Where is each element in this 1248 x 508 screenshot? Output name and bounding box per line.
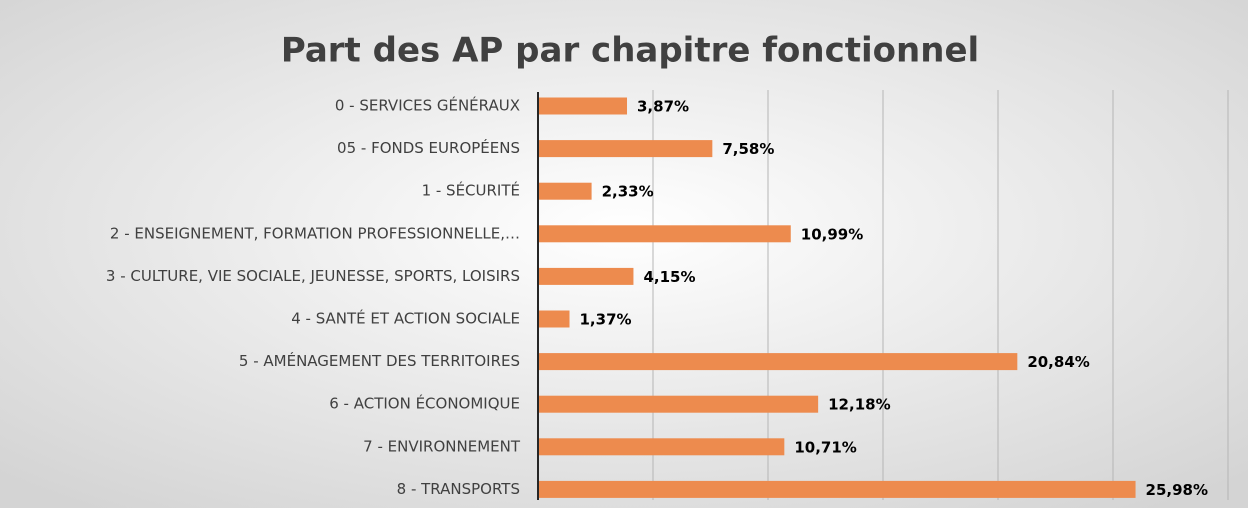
bar — [538, 480, 1136, 498]
data-label: 10,71% — [794, 438, 856, 456]
data-label: 10,99% — [801, 225, 863, 243]
y-tick-label: 6 - ACTION ÉCONOMIQUE — [329, 394, 520, 413]
bar — [538, 395, 819, 413]
y-tick-label: 2 - ENSEIGNEMENT, FORMATION PROFESSIONNE… — [110, 224, 520, 242]
y-tick-label: 5 - AMÉNAGEMENT DES TERRITOIRES — [239, 351, 520, 370]
bar — [538, 438, 785, 456]
bar — [538, 225, 791, 243]
bar — [538, 140, 713, 158]
data-label: 12,18% — [828, 396, 890, 414]
y-tick-label: 05 - FONDS EUROPÉENS — [337, 138, 520, 157]
data-label: 2,33% — [602, 183, 654, 201]
bar — [538, 267, 634, 285]
data-label: 3,87% — [637, 98, 689, 116]
y-tick-label: 1 - SÉCURITÉ — [422, 181, 520, 200]
data-label: 7,58% — [722, 140, 774, 158]
y-tick-label: 7 - ENVIRONNEMENT — [363, 437, 521, 455]
bar — [538, 353, 1018, 371]
y-tick-label: 8 - TRANSPORTS — [397, 480, 520, 498]
chart-title: Part des AP par chapitre fonctionnel — [281, 31, 979, 71]
y-tick-label: 4 - SANTÉ ET ACTION SOCIALE — [291, 309, 520, 328]
bar — [538, 310, 570, 328]
bar — [538, 97, 628, 115]
data-label: 25,98% — [1146, 481, 1208, 499]
bar — [538, 182, 592, 200]
data-label: 1,37% — [580, 311, 632, 329]
data-label: 4,15% — [643, 268, 695, 286]
y-tick-label: 0 - SERVICES GÉNÉRAUX — [335, 96, 520, 115]
data-label: 20,84% — [1027, 353, 1089, 371]
y-tick-label: 3 - CULTURE, VIE SOCIALE, JEUNESSE, SPOR… — [106, 267, 520, 285]
